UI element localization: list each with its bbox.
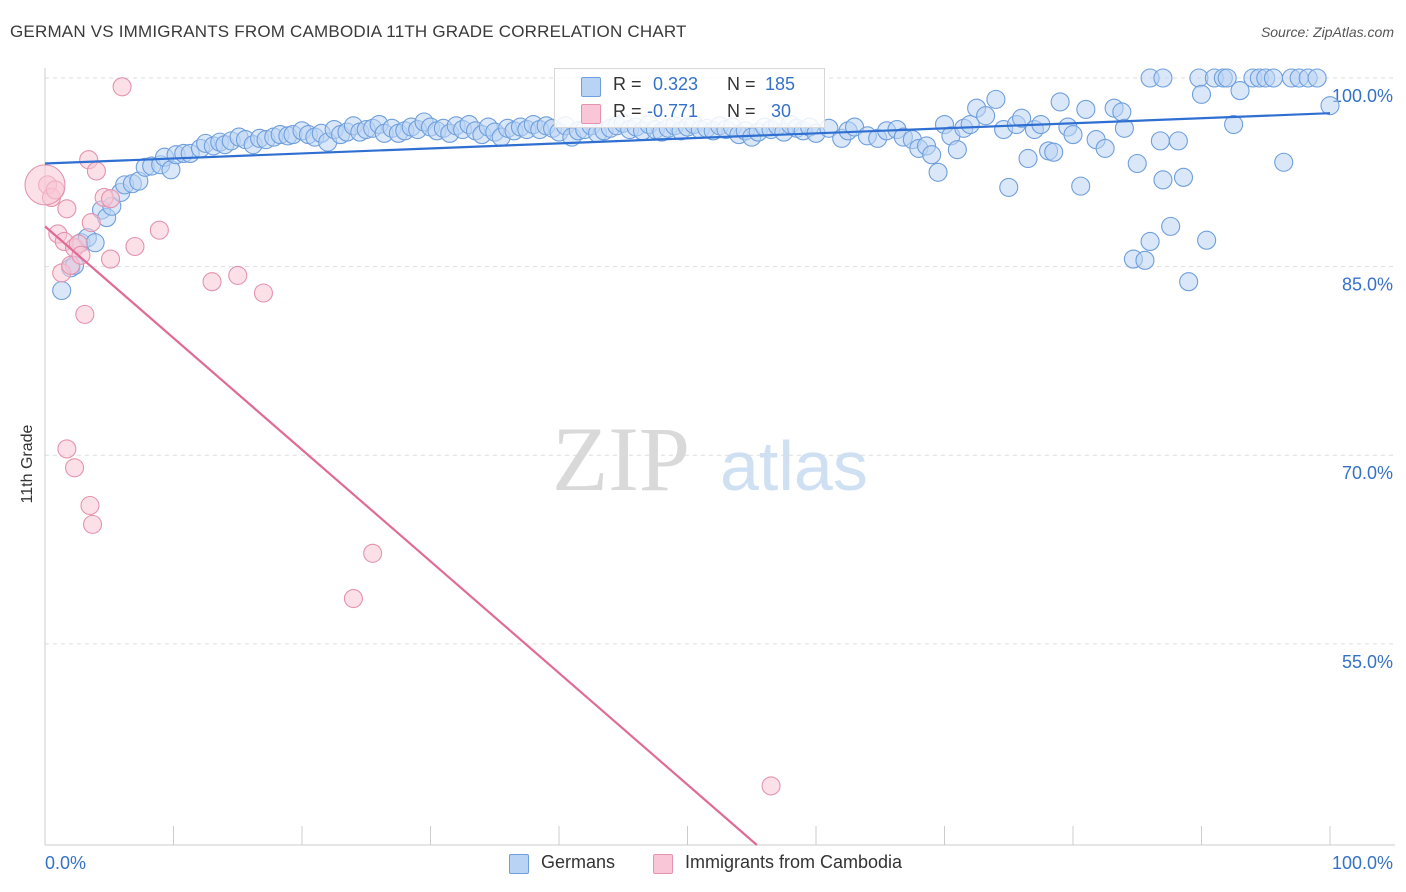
- cambodia-point: [65, 458, 85, 478]
- german-point: [1153, 68, 1173, 88]
- cambodia-point: [253, 283, 274, 303]
- german-point: [1018, 148, 1038, 169]
- r-value: 0.323: [653, 74, 699, 94]
- german-point: [1071, 176, 1091, 196]
- german-point: [1063, 125, 1083, 145]
- german-point: [928, 162, 948, 182]
- germans-swatch: [581, 77, 601, 97]
- cambodia-point: [228, 265, 248, 285]
- correlation-legend: R = 0.323 N = 185 R = -0.771 N = 30: [554, 68, 825, 128]
- x-tick-label: 0.0%: [45, 853, 86, 873]
- german-point: [1150, 131, 1170, 151]
- cambodia-point-large: [24, 164, 66, 206]
- y-axis-label: 11th Grade: [19, 424, 36, 504]
- cambodia-trend-line: [44, 225, 758, 846]
- german-point: [1224, 114, 1244, 135]
- cambodia-point: [112, 77, 132, 97]
- cambodia-point: [761, 776, 781, 796]
- german-point: [1140, 231, 1160, 252]
- cambodia-point: [363, 543, 383, 563]
- german-point: [1135, 250, 1155, 270]
- german-point: [1230, 81, 1250, 101]
- y-tick-label: 85.0%: [1342, 275, 1393, 295]
- german-point: [85, 233, 105, 253]
- legend-row-germans: R = 0.323 N = 185: [555, 74, 824, 100]
- cambodia-point: [343, 589, 363, 609]
- cambodia-point: [57, 439, 77, 459]
- cambodia-point: [81, 213, 101, 233]
- german-point: [1095, 138, 1115, 158]
- r-value: -0.771: [647, 101, 699, 121]
- cambodia-point: [86, 161, 106, 181]
- legend-row-cambodia: R = -0.771 N = 30: [555, 101, 824, 127]
- cambodia-point: [125, 236, 145, 257]
- cambodia-swatch: [581, 104, 601, 124]
- watermark-zip: ZIP: [552, 408, 690, 510]
- german-point: [1274, 152, 1294, 172]
- german-point: [1153, 170, 1173, 190]
- cambodia-point: [82, 514, 103, 534]
- cambodia-point: [100, 249, 121, 269]
- x-tick-label: 100.0%: [1332, 853, 1393, 873]
- r-label: R =: [613, 101, 642, 121]
- germans-legend-swatch: [509, 854, 529, 874]
- cambodia-point: [57, 199, 77, 219]
- german-point: [986, 89, 1006, 109]
- r-label: R =: [613, 74, 642, 94]
- german-point: [1191, 84, 1212, 104]
- german-point: [947, 140, 967, 160]
- german-point: [1044, 142, 1064, 162]
- n-label: N =: [727, 74, 756, 94]
- german-point: [1112, 102, 1132, 122]
- cambodia-point: [149, 220, 169, 240]
- german-point: [1050, 92, 1070, 112]
- watermark-atlas: atlas: [720, 427, 868, 505]
- n-label: N =: [727, 101, 756, 121]
- german-point: [1161, 216, 1181, 236]
- german-point: [1173, 167, 1194, 187]
- german-point: [1307, 68, 1327, 88]
- german-point: [1263, 68, 1284, 88]
- chart-title: GERMAN VS IMMIGRANTS FROM CAMBODIA 11TH …: [10, 22, 687, 41]
- german-point: [1127, 153, 1147, 174]
- german-point: [976, 106, 996, 126]
- german-point: [1168, 131, 1188, 151]
- cambodia-legend-label: Immigrants from Cambodia: [685, 852, 903, 872]
- y-tick-label: 55.0%: [1342, 652, 1393, 672]
- cambodia-point: [80, 495, 100, 516]
- cambodia-point: [71, 245, 91, 265]
- german-point: [52, 280, 72, 301]
- y-tick-label: 70.0%: [1342, 463, 1393, 483]
- german-point: [999, 177, 1019, 197]
- cambodia-point: [202, 272, 222, 292]
- germans-trend-line: [44, 112, 1331, 165]
- german-point: [1012, 108, 1032, 128]
- german-point: [1114, 118, 1134, 138]
- german-point: [1217, 68, 1237, 88]
- germans-legend-label: Germans: [541, 852, 616, 872]
- y-tick-label: 100.0%: [1332, 86, 1393, 106]
- german-point: [1320, 96, 1340, 116]
- n-value: 185: [765, 74, 796, 94]
- german-point: [1197, 230, 1217, 250]
- chart-source: Source: ZipAtlas.com: [1260, 24, 1394, 40]
- german-point: [1076, 99, 1096, 119]
- german-point: [922, 145, 942, 165]
- n-value: 30: [771, 101, 792, 121]
- cambodia-point: [100, 189, 121, 209]
- cambodia-legend-swatch: [653, 854, 673, 874]
- german-point: [960, 114, 980, 135]
- german-point: [1179, 272, 1199, 292]
- cambodia-point: [75, 304, 95, 324]
